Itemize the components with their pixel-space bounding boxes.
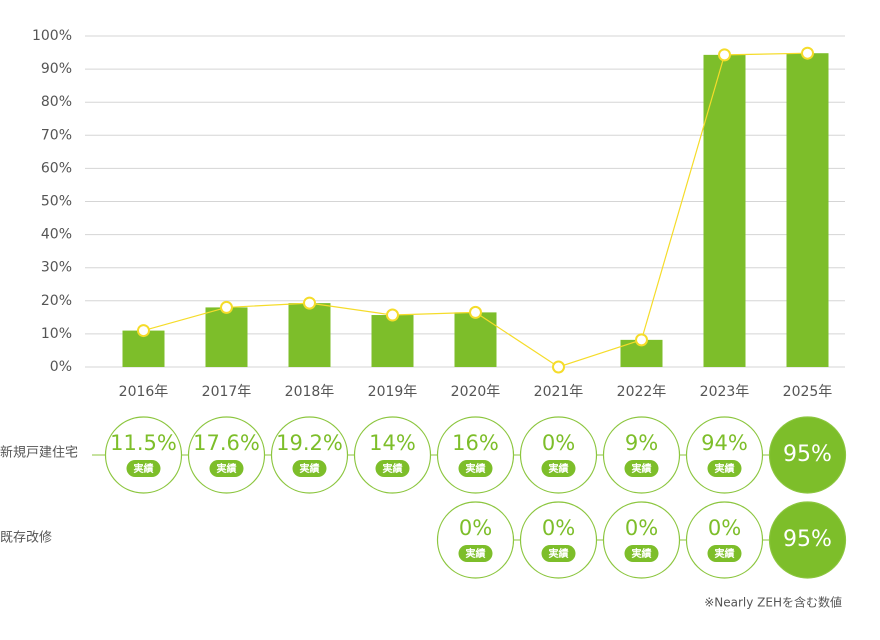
badge <box>292 460 327 477</box>
cell-value: 11.5% <box>110 431 177 455</box>
cell-value: 0% <box>542 431 575 455</box>
badge <box>375 460 410 477</box>
trend-point <box>386 308 399 322</box>
badge <box>126 460 161 477</box>
value-circle <box>270 416 349 494</box>
bar <box>454 312 497 367</box>
trend-point <box>220 300 233 314</box>
trend-point <box>303 296 316 310</box>
value-circle <box>436 501 515 579</box>
y-tick-label: 90% <box>41 61 72 77</box>
badge <box>541 545 576 562</box>
cell-value: 14% <box>369 431 416 455</box>
y-tick-label: 10% <box>41 326 72 342</box>
badge-text: 実績 <box>632 547 652 560</box>
value-circle <box>519 501 598 579</box>
trend-point <box>718 48 731 62</box>
value-circle <box>685 501 764 579</box>
row-label: 新規戸建住宅 <box>0 445 78 461</box>
value-circle <box>685 416 764 494</box>
y-tick-label: 100% <box>32 28 72 44</box>
badge <box>707 460 742 477</box>
badge <box>707 545 742 562</box>
value-circle <box>768 501 847 579</box>
badge-text: 実績 <box>466 462 486 475</box>
cell-value: 0% <box>625 516 658 540</box>
cell-value: 95% <box>783 442 832 467</box>
y-tick-label: 60% <box>41 160 72 176</box>
row-label: 既存改修 <box>0 531 52 546</box>
trend-point <box>552 360 565 374</box>
y-tick-label: 20% <box>41 293 72 309</box>
x-tick-label: 2022年 <box>617 384 667 400</box>
x-tick-label: 2018年 <box>285 384 335 400</box>
y-tick-label: 70% <box>41 127 72 143</box>
value-circle <box>602 501 681 579</box>
badge-text: 実績 <box>383 462 403 475</box>
value-circle <box>104 416 183 494</box>
x-tick-label: 2023年 <box>700 384 750 400</box>
badge-text: 実績 <box>134 462 154 475</box>
cell-value: 0% <box>459 516 492 540</box>
trend-point <box>801 46 814 60</box>
x-tick-label: 2020年 <box>451 384 501 400</box>
badge-text: 実績 <box>632 462 652 475</box>
x-tick-label: 2017年 <box>202 384 252 400</box>
bar <box>205 307 248 367</box>
x-tick-label: 2019年 <box>368 384 418 400</box>
value-circle <box>353 416 432 494</box>
badge <box>458 545 493 562</box>
badge-text: 実績 <box>466 547 486 560</box>
trend-point <box>635 333 648 347</box>
badge <box>209 460 244 477</box>
value-circle <box>436 416 515 494</box>
bar <box>288 303 331 367</box>
cell-value: 16% <box>452 431 499 455</box>
trend-point <box>137 324 150 338</box>
y-tick-label: 30% <box>41 260 72 276</box>
y-tick-label: 50% <box>41 194 72 210</box>
bar <box>371 315 414 367</box>
value-circle <box>768 416 847 494</box>
cell-value: 9% <box>625 431 658 455</box>
badge <box>541 460 576 477</box>
x-tick-label: 2025年 <box>783 384 833 400</box>
cell-value: 0% <box>708 516 741 540</box>
badge-text: 実績 <box>300 462 320 475</box>
footnote: ※Nearly ZEHを含む数値 <box>704 595 842 610</box>
badge-text: 実績 <box>217 462 237 475</box>
cell-value: 95% <box>783 527 832 552</box>
badge-text: 実績 <box>715 547 735 560</box>
value-circle <box>519 416 598 494</box>
bar <box>786 53 829 367</box>
badge <box>624 545 659 562</box>
cell-value: 94% <box>701 431 748 455</box>
x-tick-label: 2016年 <box>119 384 169 400</box>
badge-text: 実績 <box>549 462 569 475</box>
cell-value: 17.6% <box>193 431 260 455</box>
badge-text: 実績 <box>549 547 569 560</box>
x-tick-label: 2021年 <box>534 384 584 400</box>
value-circle <box>187 416 266 494</box>
badge <box>624 460 659 477</box>
badge-text: 実績 <box>715 462 735 475</box>
y-tick-label: 80% <box>41 94 72 110</box>
bar <box>703 54 746 367</box>
cell-value: 19.2% <box>276 431 343 455</box>
y-tick-label: 40% <box>41 227 72 243</box>
cell-value: 0% <box>542 516 575 540</box>
y-tick-label: 0% <box>50 359 72 375</box>
badge <box>458 460 493 477</box>
trend-point <box>469 305 482 319</box>
value-circle <box>602 416 681 494</box>
